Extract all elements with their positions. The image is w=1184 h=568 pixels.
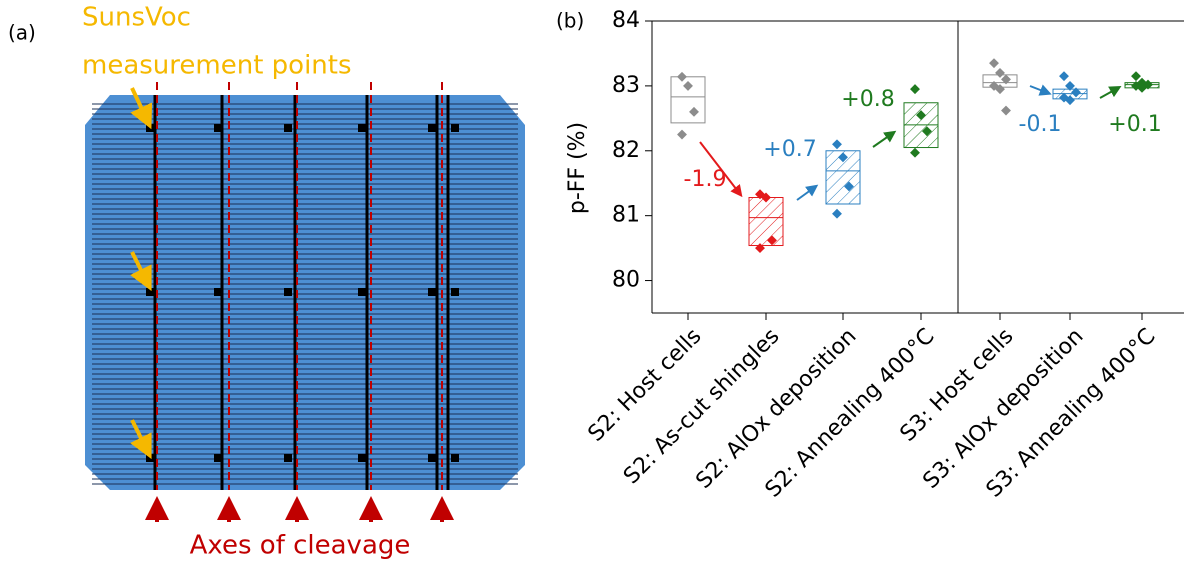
busbars xyxy=(145,82,459,522)
data-point xyxy=(761,192,771,203)
annotation: +0.8 xyxy=(841,87,894,112)
data-point xyxy=(1001,105,1011,116)
data-point xyxy=(1137,82,1147,93)
y-tick-label: 80 xyxy=(612,268,640,293)
data-point xyxy=(910,84,920,95)
y-tick-label: 84 xyxy=(612,8,640,33)
measurement-point xyxy=(451,124,459,132)
measurement-point xyxy=(428,288,436,296)
y-tick-label: 82 xyxy=(612,138,640,163)
data-point xyxy=(1001,74,1011,85)
arrow xyxy=(872,130,897,148)
panel-label: (a) xyxy=(8,21,36,45)
annotation: SunsVoc xyxy=(82,3,191,33)
data-point xyxy=(683,80,693,91)
panel-a: (a) SunsVoc measurement points Axes of c… xyxy=(8,3,525,561)
measurement-point xyxy=(284,454,292,462)
data-point xyxy=(916,110,926,121)
data-point xyxy=(689,106,699,117)
measurement-point xyxy=(214,124,222,132)
x-tick-label: S2: As-cut shingles xyxy=(619,324,784,489)
data-point xyxy=(1065,80,1075,91)
measurement-point xyxy=(214,288,222,296)
measurement-point xyxy=(428,454,436,462)
measurement-point xyxy=(146,288,154,296)
data-point xyxy=(922,126,932,137)
data-point xyxy=(844,181,854,192)
annotation: measurement points xyxy=(82,51,352,81)
data-point xyxy=(832,208,842,219)
measurement-point xyxy=(146,454,154,462)
y-tick-label: 83 xyxy=(612,73,640,98)
data-point xyxy=(1071,87,1081,98)
box xyxy=(748,196,784,247)
arrow xyxy=(130,251,152,292)
arrow xyxy=(699,141,743,198)
data-point xyxy=(677,129,687,140)
data-point xyxy=(838,152,848,163)
annotation: -1.9 xyxy=(684,167,727,192)
annotation: +0.1 xyxy=(1108,112,1161,137)
data-point xyxy=(677,71,687,82)
arrow xyxy=(130,419,152,460)
measurement-point xyxy=(358,124,366,132)
measurement-point xyxy=(451,454,459,462)
data-point xyxy=(767,235,777,246)
data-point xyxy=(1131,71,1141,82)
arrow xyxy=(1029,84,1052,96)
data-point xyxy=(1065,95,1075,106)
data-point xyxy=(989,58,999,69)
box xyxy=(670,76,706,124)
arrow xyxy=(130,87,153,130)
data-point xyxy=(910,147,920,158)
panel-label: (b) xyxy=(556,9,584,33)
data-point xyxy=(995,84,1005,95)
y-tick-label: 81 xyxy=(612,203,640,228)
measurement-point xyxy=(358,288,366,296)
annotation: -0.1 xyxy=(1019,112,1062,137)
measurement-point xyxy=(358,454,366,462)
measurement-point xyxy=(146,124,154,132)
annotation: Axes of cleavage xyxy=(190,531,411,561)
measurement-point xyxy=(451,288,459,296)
measurement-point xyxy=(284,288,292,296)
data-point xyxy=(755,243,765,254)
measurement-point xyxy=(428,124,436,132)
measurement-point xyxy=(284,124,292,132)
arrow xyxy=(1099,86,1122,99)
data-point xyxy=(1059,71,1069,82)
arrow xyxy=(796,184,819,201)
y-axis-label: p-FF (%) xyxy=(565,122,590,214)
data-point xyxy=(995,67,1005,78)
data-point xyxy=(832,139,842,150)
measurement-point xyxy=(214,454,222,462)
annotation: +0.7 xyxy=(763,137,816,162)
